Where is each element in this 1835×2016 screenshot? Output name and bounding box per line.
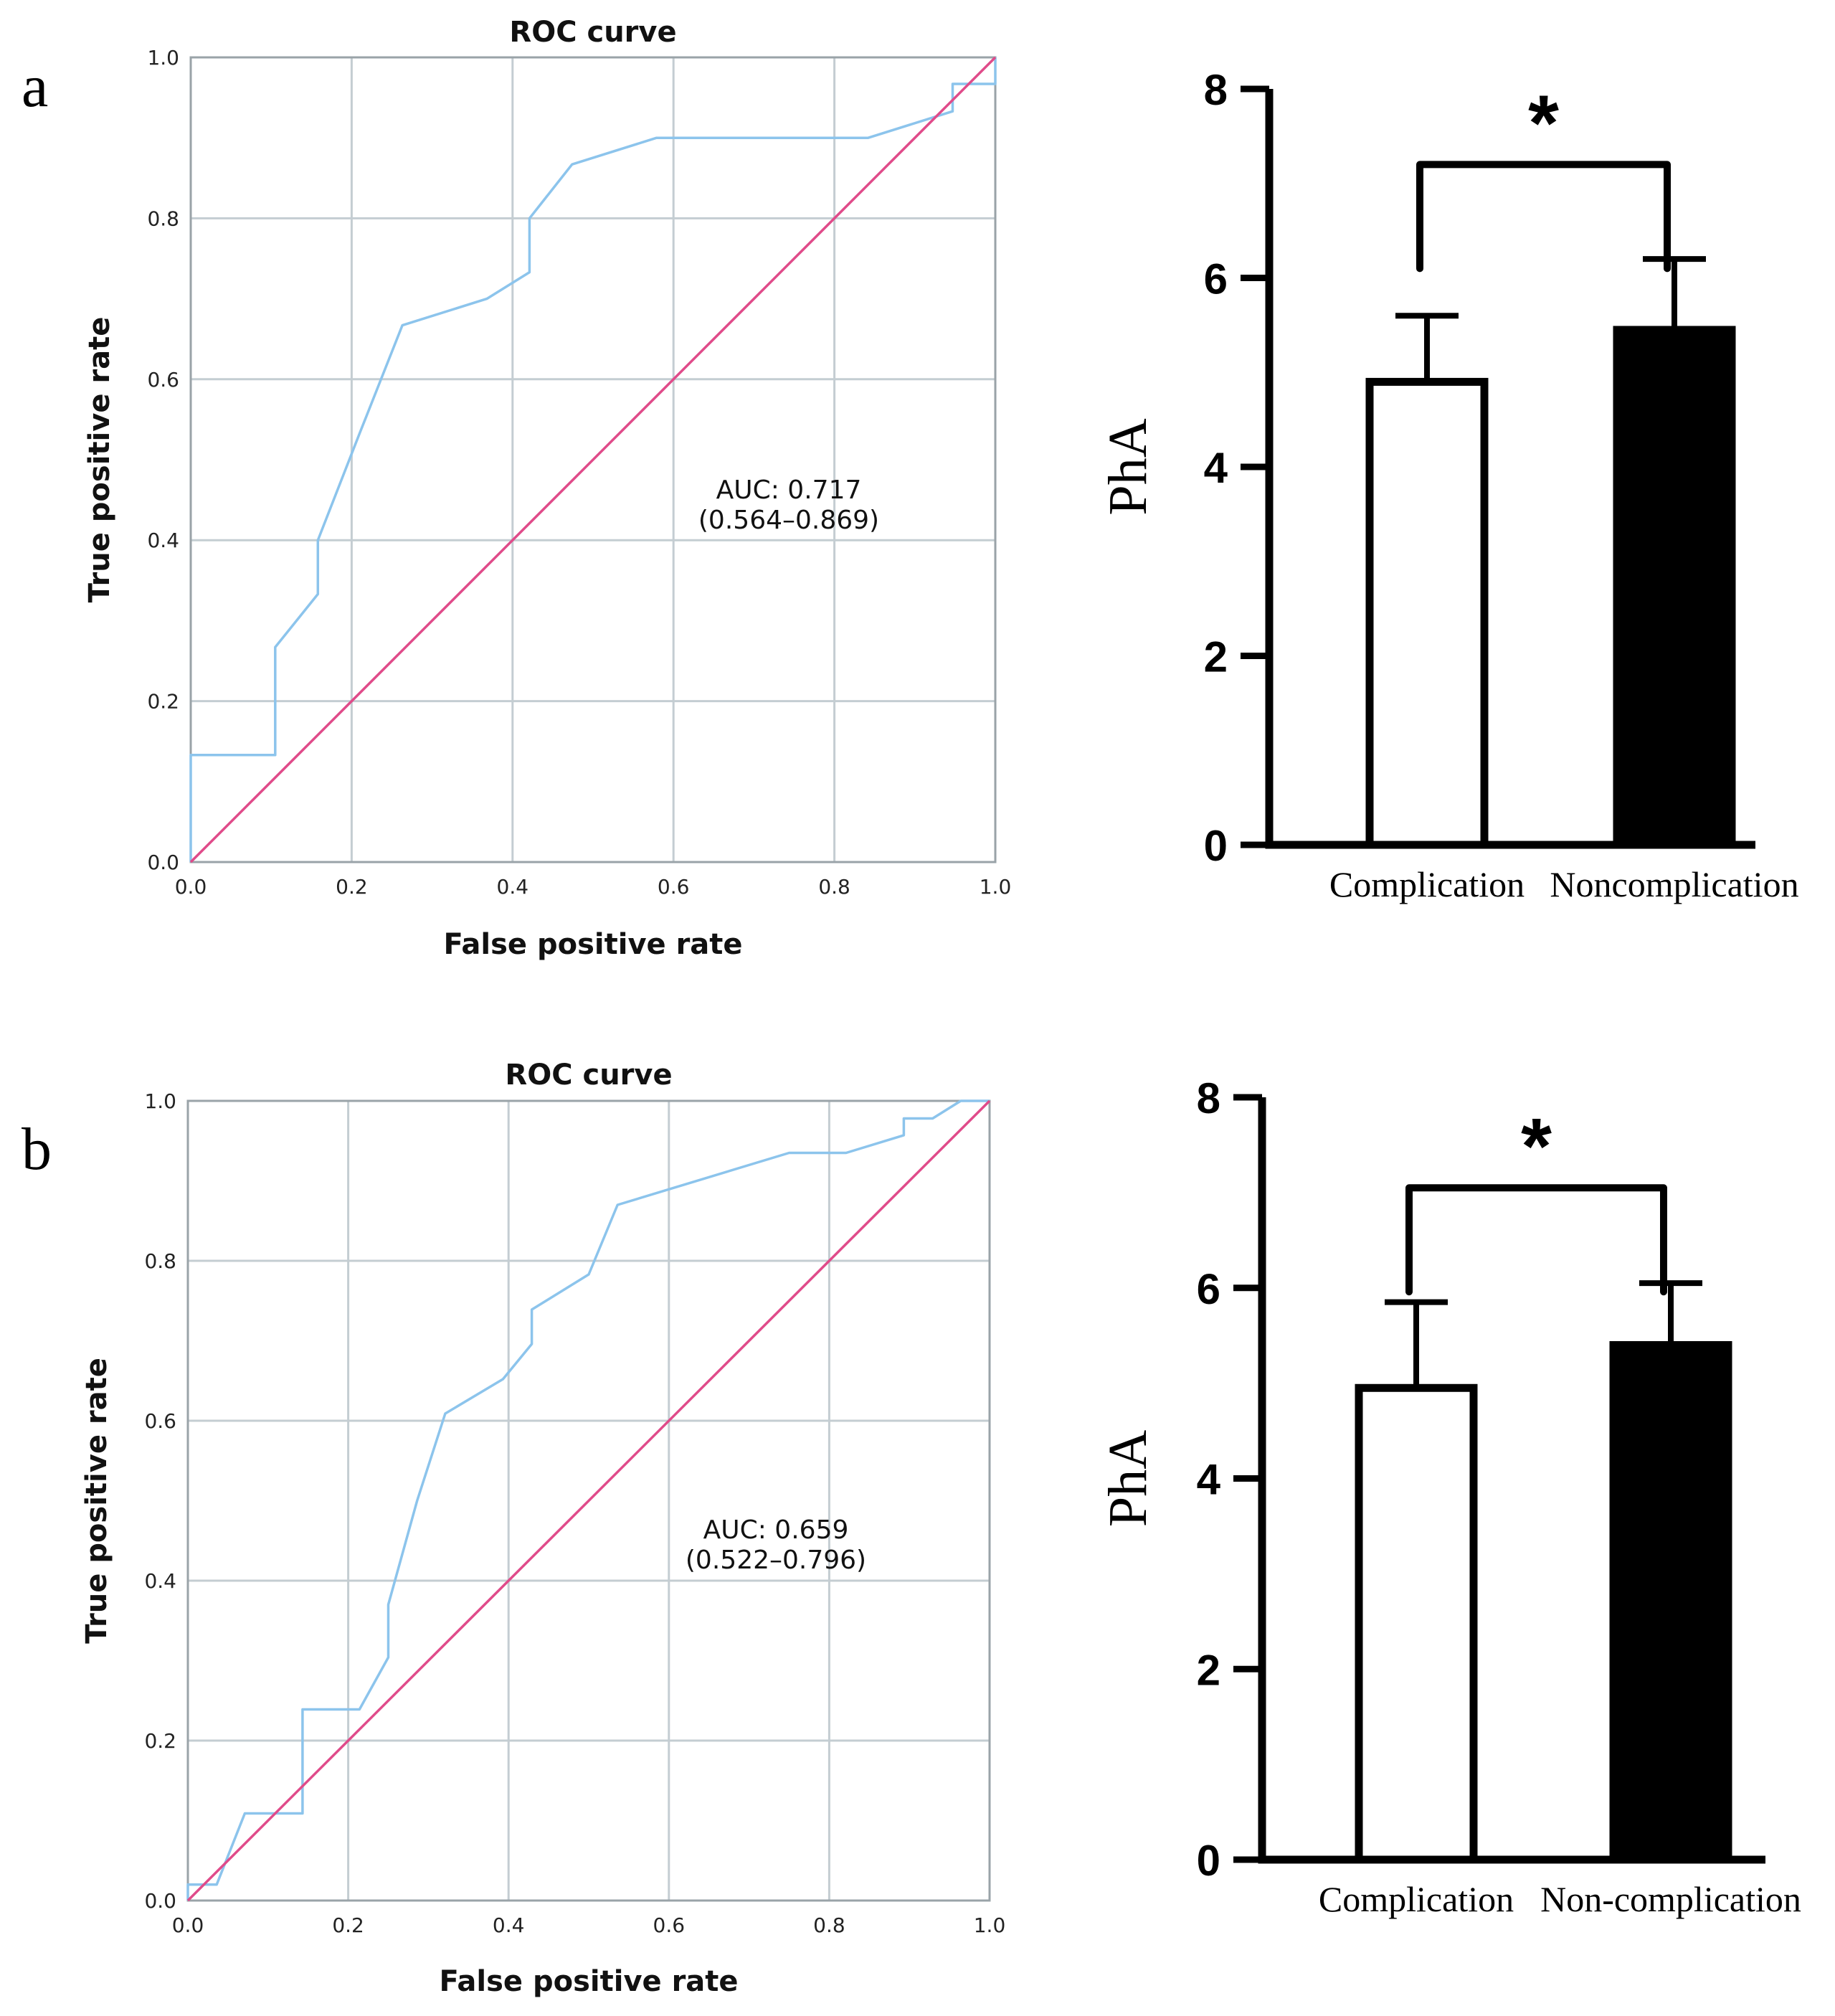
y-axis-label: True positive rate [83,317,116,603]
category-label: Non-complication [1540,1879,1801,1919]
significance-star: * [1528,79,1559,167]
category-label: Noncomplication [1550,864,1798,904]
y-tick-label: 2 [1204,633,1228,681]
y-tick-label: 0.0 [147,851,179,874]
x-tick-label: 0.8 [818,875,850,899]
significance-star: * [1521,1102,1552,1191]
x-tick-label: 0.2 [332,1913,364,1937]
y-tick-label: 1.0 [144,1089,176,1113]
significance-bracket [1416,161,1671,273]
auc-interval: (0.564–0.869) [698,506,879,535]
y-tick-label: 6 [1197,1265,1220,1313]
bar [1365,377,1489,849]
x-tick-label: 0.6 [653,1913,686,1937]
auc-interval: (0.522–0.796) [686,1546,866,1575]
y-tick-label: 0.6 [144,1409,176,1433]
x-tick-label: 1.0 [980,875,1012,899]
x-tick-label: 0.6 [658,875,690,899]
y-axis-label: PhA [1098,418,1158,515]
y-tick-label: 0 [1197,1837,1220,1885]
y-tick-label: 6 [1204,255,1228,303]
y-axis-label: True positive rate [80,1358,113,1644]
auc-value: AUC: 0.659 [703,1515,849,1545]
roc-chart-b: 0.0 0.2 0.4 0.6 0.8 1.0 0.0 0.2 0.4 0.6 0.8 1.0 ROC … [80,1059,1005,1998]
roc-chart-a: 0.0 0.2 0.4 0.6 0.8 1.0 0.0 0.2 0.4 0.6 0.8 1.0 ROC … [83,16,1011,961]
plot-frame [186,1099,991,1902]
y-tick-label: 0.8 [147,207,179,230]
category-label: Complication [1319,1879,1514,1919]
bar-chart-a: 0 2 4 6 8 PhA Complication Noncomplication * [1098,66,1799,904]
y-tick-label: 0 [1204,822,1228,870]
x-tick-label: 0.0 [172,1913,204,1937]
y-tick-label: 1.0 [147,46,179,70]
roc-curve-line [186,1099,990,1901]
bar [1613,326,1736,849]
y-tick-label: 8 [1197,1074,1220,1122]
y-tick-label: 0.2 [144,1729,176,1753]
x-tick-label: 0.2 [336,875,368,899]
bar-chart-b: 0 2 4 6 8 PhA Complication Non-complication * [1098,1074,1801,1919]
reference-line [189,56,997,863]
y-tick-label: 0.2 [147,690,179,714]
bar [1355,1383,1478,1864]
x-tick-label: 0.0 [175,875,207,899]
reference-line [186,1099,991,1902]
y-tick-label: 2 [1197,1646,1220,1694]
y-tick-label: 0.0 [144,1889,176,1913]
x-tick-label: 0.4 [493,1913,525,1937]
roc-curve-line [189,57,997,862]
chart-title: ROC curve [509,16,676,49]
x-tick-label: 1.0 [974,1913,1006,1937]
y-tick-label: 0.4 [144,1569,176,1593]
plot-frame [189,56,997,863]
y-tick-label: 0.6 [147,368,179,392]
y-axis-label: PhA [1098,1430,1158,1527]
category-label: Complication [1329,864,1525,904]
y-tick-label: 0.8 [144,1249,176,1273]
x-tick-label: 0.4 [497,875,529,899]
x-tick-label: 0.8 [813,1913,845,1937]
y-tick-label: 0.4 [147,529,179,552]
panel-letter-b: b [22,1116,52,1183]
y-tick-label: 4 [1197,1456,1221,1504]
panel-letter-a: a [22,53,48,120]
x-axis-label: False positive rate [439,1965,738,1998]
significance-bracket [1405,1184,1667,1296]
chart-title: ROC curve [505,1059,672,1092]
y-tick-label: 4 [1204,444,1228,492]
y-tick-label: 8 [1204,66,1228,114]
auc-value: AUC: 0.717 [716,475,862,505]
bar [1609,1340,1732,1864]
x-axis-label: False positive rate [443,928,742,961]
